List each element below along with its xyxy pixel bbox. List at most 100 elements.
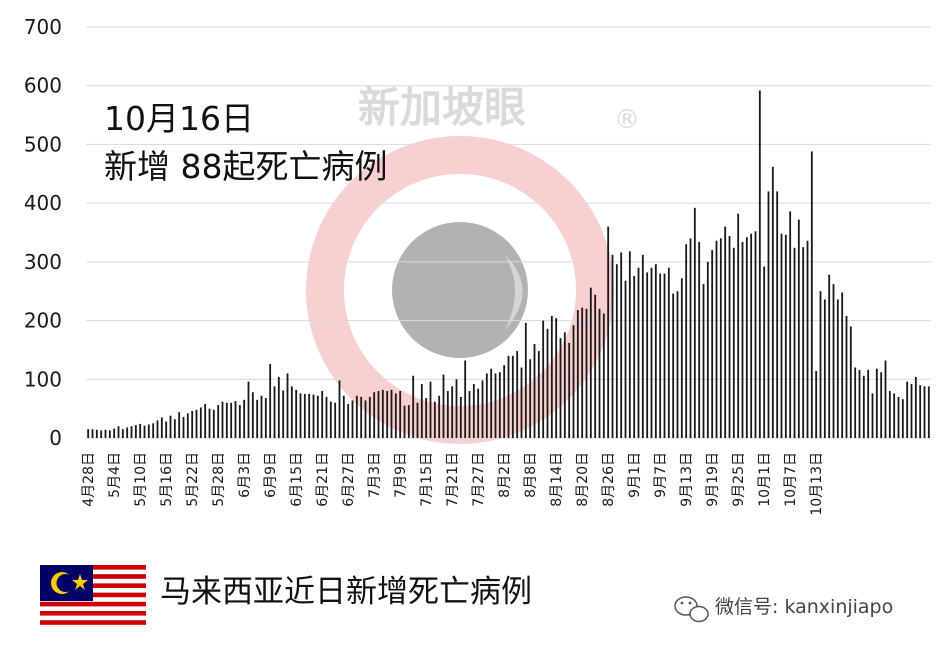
bar-day-71 (390, 389, 393, 438)
bar-day-159 (771, 166, 774, 439)
bar-day-9 (121, 429, 124, 438)
bar-day-20 (169, 415, 172, 438)
bar-day-193 (919, 385, 922, 438)
bar-day-87 (459, 396, 462, 438)
bar-day-185 (884, 360, 887, 438)
x-tick-label: 10月1日 (757, 452, 773, 507)
bar-day-187 (893, 393, 896, 438)
bar-day-167 (806, 240, 809, 438)
bar-day-109 (555, 318, 558, 438)
x-tick-label: 6月27日 (341, 452, 357, 507)
bar-day-84 (446, 391, 449, 438)
bar-day-7 (113, 428, 116, 438)
bar-day-140 (689, 238, 692, 438)
bar-day-119 (598, 308, 601, 438)
x-tick-label: 9月7日 (653, 452, 669, 498)
bar-day-36 (238, 405, 241, 438)
bar-day-151 (737, 213, 740, 438)
bar-day-136 (672, 293, 675, 438)
bar-day-83 (442, 374, 445, 438)
bar-day-28 (204, 403, 207, 438)
bar-day-8 (117, 426, 120, 438)
bar-day-186 (888, 391, 891, 438)
bar-day-116 (585, 308, 588, 438)
bar-day-96 (498, 372, 501, 438)
x-tick-label: 5月10日 (133, 452, 149, 507)
bar-day-51 (303, 393, 306, 438)
bar-day-113 (572, 325, 575, 438)
watermark-logo-icon (306, 136, 614, 444)
bar-day-117 (589, 287, 592, 438)
bar-day-139 (685, 244, 688, 438)
bar-day-88 (464, 360, 467, 438)
bar-day-44 (273, 386, 276, 438)
bar-day-34 (230, 402, 233, 438)
x-tick-label: 10月7日 (783, 452, 799, 507)
annotation-date: 10月16日 (104, 99, 254, 138)
bar-day-25 (191, 410, 194, 438)
x-tick-label: 4月28日 (81, 452, 97, 507)
bar-day-153 (745, 237, 748, 438)
bar-day-2 (91, 429, 94, 438)
wechat-icon (674, 596, 709, 623)
x-tick-label: 8月14日 (549, 452, 565, 507)
bar-day-170 (819, 291, 822, 438)
bar-day-46 (282, 390, 285, 438)
x-tick-label: 9月19日 (705, 452, 721, 507)
y-tick-label: 300 (24, 250, 62, 274)
bar-day-95 (494, 373, 497, 438)
bar-day-1 (87, 429, 90, 438)
y-tick-label: 100 (24, 367, 62, 391)
bar-day-90 (472, 383, 475, 438)
y-tick-label: 700 (24, 15, 62, 39)
bar-day-130 (646, 272, 649, 438)
bar-day-111 (563, 332, 566, 438)
bar-day-143 (702, 284, 705, 438)
bar-day-70 (386, 391, 389, 438)
bar-day-144 (706, 261, 709, 438)
bar-day-48 (290, 386, 293, 438)
bar-day-115 (581, 307, 584, 438)
y-tick-label: 0 (49, 426, 62, 450)
bar-day-169 (815, 371, 818, 438)
y-axis-ticks: 0 100 200 300 400 500 600 700 (24, 15, 62, 450)
bar-day-102 (524, 322, 527, 438)
bar-day-54 (316, 395, 319, 438)
bar-day-33 (225, 402, 228, 438)
x-tick-label: 7月15日 (419, 452, 435, 507)
bar-day-10 (126, 427, 129, 438)
bar-day-156 (758, 90, 761, 438)
x-tick-label: 7月27日 (471, 452, 487, 507)
bar-day-19 (165, 421, 168, 438)
bar-day-135 (667, 267, 670, 438)
bar-day-101 (520, 367, 523, 438)
bar-day-4 (100, 430, 103, 438)
x-tick-label: 8月20日 (575, 452, 591, 507)
bar-day-126 (628, 251, 631, 438)
bar-day-134 (663, 273, 666, 438)
bar-day-161 (780, 233, 783, 438)
bar-day-75 (407, 405, 410, 438)
malaysia-flag-icon (40, 565, 146, 629)
bar-day-146 (715, 240, 718, 438)
bar-day-191 (910, 383, 913, 438)
bar-day-174 (836, 299, 839, 438)
bar-day-173 (832, 284, 835, 438)
bar-day-184 (880, 372, 883, 438)
bar-day-85 (451, 386, 454, 438)
bar-day-122 (611, 254, 614, 438)
bar-day-118 (594, 294, 597, 438)
bar-day-14 (143, 425, 146, 438)
bar-day-45 (277, 376, 280, 438)
x-tick-label: 5月28日 (211, 452, 227, 507)
bar-day-47 (286, 373, 289, 438)
bar-day-189 (901, 399, 904, 438)
bar-day-141 (693, 207, 696, 438)
bar-day-124 (620, 252, 623, 438)
bar-day-77 (416, 402, 419, 438)
bar-day-31 (217, 405, 220, 438)
bar-day-16 (152, 423, 155, 438)
bar-day-32 (221, 401, 224, 438)
bar-day-150 (732, 247, 735, 438)
bar-day-125 (624, 280, 627, 438)
